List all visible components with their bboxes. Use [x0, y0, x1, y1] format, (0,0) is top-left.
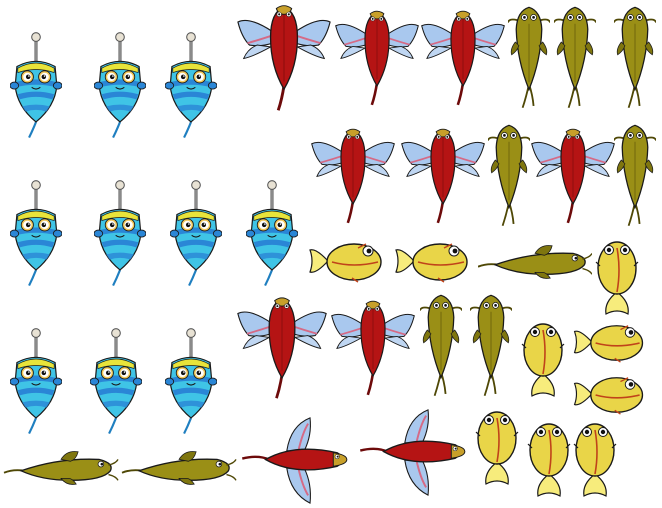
olive-catfish-icon — [554, 2, 596, 114]
red-winged-fish-icon — [400, 120, 486, 232]
blue-lantern-fish-icon — [246, 172, 298, 296]
olive-catfish-icon — [478, 242, 592, 280]
olive-catfish-icon — [470, 290, 512, 402]
yellow-puffer-fish-icon — [572, 418, 618, 498]
blue-lantern-fish-icon — [170, 172, 222, 296]
red-winged-fish-icon — [356, 406, 472, 498]
blue-lantern-fish-icon — [10, 320, 62, 444]
yellow-puffer-fish-icon — [308, 238, 384, 284]
olive-catfish-icon — [614, 2, 656, 114]
olive-catfish-icon — [508, 2, 550, 114]
olive-catfish-icon — [488, 120, 530, 232]
blue-lantern-fish-icon — [10, 172, 62, 296]
red-winged-fish-icon — [420, 2, 506, 114]
blue-lantern-fish-icon — [94, 24, 146, 148]
yellow-puffer-fish-icon — [526, 418, 572, 498]
yellow-puffer-fish-icon — [394, 238, 470, 284]
red-winged-fish-icon — [238, 414, 354, 506]
red-winged-fish-icon — [236, 292, 328, 404]
red-winged-fish-icon — [330, 292, 416, 404]
red-winged-fish-icon — [334, 2, 420, 114]
yellow-puffer-fish-icon — [474, 406, 520, 486]
olive-catfish-icon — [614, 120, 656, 232]
olive-catfish-icon — [2, 448, 120, 486]
blue-lantern-fish-icon — [10, 24, 62, 148]
blue-lantern-fish-icon — [165, 320, 217, 444]
yellow-puffer-fish-icon — [520, 318, 566, 398]
yellow-puffer-fish-icon — [568, 372, 650, 416]
blue-lantern-fish-icon — [165, 24, 217, 148]
olive-catfish-icon — [420, 290, 462, 402]
red-winged-fish-icon — [530, 120, 616, 232]
blue-lantern-fish-icon — [94, 172, 146, 296]
olive-catfish-icon — [120, 448, 238, 486]
red-winged-fish-icon — [310, 120, 396, 232]
red-winged-fish-icon — [236, 2, 332, 114]
blue-lantern-fish-icon — [90, 320, 142, 444]
yellow-puffer-fish-icon — [594, 236, 640, 316]
yellow-puffer-fish-icon — [568, 320, 650, 364]
